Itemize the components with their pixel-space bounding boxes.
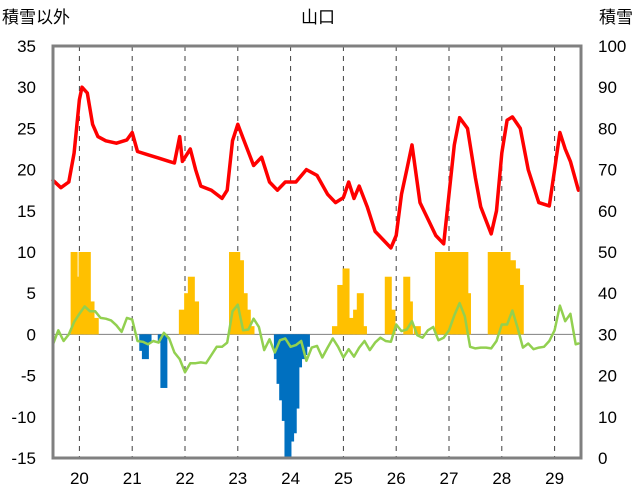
y-tick-left: 0 [27,325,36,344]
orange-bar [337,284,345,335]
y-tick-left: 5 [27,284,36,303]
y-tick-left: 15 [17,202,36,221]
orange-bar [73,276,81,335]
orange-bar [450,252,458,335]
orange-bar [342,268,350,335]
blue-bar [144,334,152,343]
chart-title: 山口 [301,8,335,28]
y-tick-left: -15 [11,449,36,468]
series-lines [51,85,581,374]
blue-bar [141,334,149,360]
orange-bar [456,252,464,335]
blue-bars [139,334,310,458]
orange-bar [243,309,251,335]
orange-bar [178,309,186,335]
y-tick-left: 30 [17,78,36,97]
x-tick-labels: 20 21 22 23 24 25 26 27 28 29 [70,469,564,488]
right-axis-title: 積雪 [599,8,633,28]
orange-bar [359,326,367,335]
y-tick-left: -10 [11,408,36,427]
orange-bar [347,317,355,335]
orange-bar [487,252,495,335]
blue-bar [302,334,310,347]
x-tick: 29 [545,469,564,488]
x-tick: 27 [440,469,459,488]
x-tick: 22 [176,469,195,488]
orange-bars [70,252,524,335]
orange-bar [445,252,453,335]
x-tick: 20 [70,469,89,488]
left-axis-title: 積雪以外 [2,8,70,28]
orange-bar [384,276,392,335]
x-tick: 21 [123,469,142,488]
green-line [51,301,580,374]
orange-bar [184,293,192,335]
orange-bar [463,293,471,335]
y-tick-right: 60 [598,202,617,221]
blue-bar [292,334,300,409]
orange-bar [413,326,421,335]
y-tick-right: 30 [598,325,617,344]
red-line [51,85,581,250]
y-tick-right: 100 [598,37,626,56]
orange-bar [434,252,442,335]
orange-bar [229,252,237,335]
y-tick-right: 10 [598,408,617,427]
orange-bar [83,252,91,335]
y-tick-right: 40 [598,284,617,303]
blue-bar [160,334,168,388]
x-tick: 28 [492,469,511,488]
y-tick-right: 80 [598,119,617,138]
orange-bar [353,309,361,335]
x-tick: 26 [387,469,406,488]
x-tick: 24 [281,469,300,488]
orange-bar [498,252,506,335]
orange-bar [508,260,516,335]
orange-bar [493,252,501,335]
y-tick-right: 0 [598,449,607,468]
plot-frame [51,44,583,460]
x-tick: 25 [334,469,353,488]
y-tick-left: 35 [17,37,36,56]
orange-bar [388,309,396,335]
orange-bar [78,252,86,335]
orange-bar [187,276,195,335]
left-tick-labels: 35 30 25 20 15 10 5 0 -5 -10 -15 [11,37,36,468]
orange-bar [513,268,521,335]
orange-bar [236,260,244,335]
x-tick: 23 [228,469,247,488]
orange-bar [233,252,241,335]
orange-bar [405,301,413,335]
orange-bar [356,293,364,335]
y-tick-right: 20 [598,367,617,386]
y-tick-left: 25 [17,119,36,138]
orange-bar [516,284,524,335]
orange-bar [440,252,448,335]
y-tick-right: 70 [598,161,617,180]
orange-bar [503,252,511,335]
y-tick-right: 50 [598,243,617,262]
orange-bar [91,317,99,335]
orange-bar [247,326,255,335]
y-tick-left: 10 [17,243,36,262]
y-tick-right: 90 [598,78,617,97]
orange-bar [87,301,95,335]
orange-bar [192,301,200,335]
orange-bar [331,326,339,335]
y-tick-left: -5 [21,367,36,386]
y-tick-left: 20 [17,161,36,180]
